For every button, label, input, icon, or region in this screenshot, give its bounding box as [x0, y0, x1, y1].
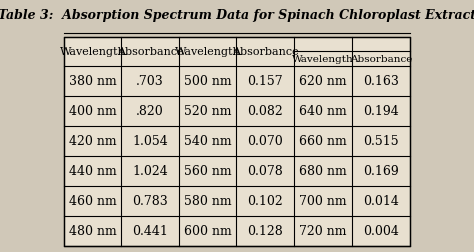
Text: 380 nm: 380 nm [69, 75, 116, 88]
Text: 580 nm: 580 nm [184, 194, 232, 207]
Text: 640 nm: 640 nm [299, 105, 347, 118]
Text: 460 nm: 460 nm [69, 194, 116, 207]
Text: 0.070: 0.070 [247, 135, 283, 148]
Text: 0.102: 0.102 [247, 194, 283, 207]
Text: 0.082: 0.082 [247, 105, 283, 118]
Text: Table 3:  Absorption Spectrum Data for Spinach Chloroplast Extract: Table 3: Absorption Spectrum Data for Sp… [0, 9, 474, 22]
Text: 0.078: 0.078 [247, 165, 283, 177]
Text: 600 nm: 600 nm [184, 224, 232, 237]
Bar [64, 38, 410, 246]
Text: Absorbance: Absorbance [232, 47, 299, 57]
Text: Absorbance: Absorbance [350, 55, 412, 64]
Text: Wavelength: Wavelength [175, 47, 241, 57]
Text: 620 nm: 620 nm [299, 75, 347, 88]
Text: 500 nm: 500 nm [184, 75, 232, 88]
Text: 1.054: 1.054 [132, 135, 168, 148]
Text: 520 nm: 520 nm [184, 105, 231, 118]
Text: 560 nm: 560 nm [184, 165, 232, 177]
Text: Wavelength: Wavelength [60, 47, 125, 57]
Text: 0.157: 0.157 [247, 75, 283, 88]
Text: 720 nm: 720 nm [299, 224, 347, 237]
Text: 0.169: 0.169 [363, 165, 399, 177]
Text: 660 nm: 660 nm [299, 135, 347, 148]
Text: Wavelength: Wavelength [292, 55, 354, 64]
Text: 0.194: 0.194 [363, 105, 399, 118]
Text: 540 nm: 540 nm [184, 135, 232, 148]
Text: 0.515: 0.515 [363, 135, 399, 148]
Text: 0.128: 0.128 [247, 224, 283, 237]
Text: Absorbance: Absorbance [117, 47, 183, 57]
Text: 0.004: 0.004 [363, 224, 399, 237]
Text: 680 nm: 680 nm [299, 165, 347, 177]
Text: 440 nm: 440 nm [69, 165, 116, 177]
Text: .820: .820 [136, 105, 164, 118]
Text: 0.014: 0.014 [363, 194, 399, 207]
Text: 0.783: 0.783 [132, 194, 168, 207]
Text: 700 nm: 700 nm [299, 194, 347, 207]
Text: 0.441: 0.441 [132, 224, 168, 237]
Text: 400 nm: 400 nm [69, 105, 116, 118]
Text: 480 nm: 480 nm [69, 224, 116, 237]
Text: 420 nm: 420 nm [69, 135, 116, 148]
Text: .703: .703 [136, 75, 164, 88]
Text: 1.024: 1.024 [132, 165, 168, 177]
Text: 0.163: 0.163 [363, 75, 399, 88]
